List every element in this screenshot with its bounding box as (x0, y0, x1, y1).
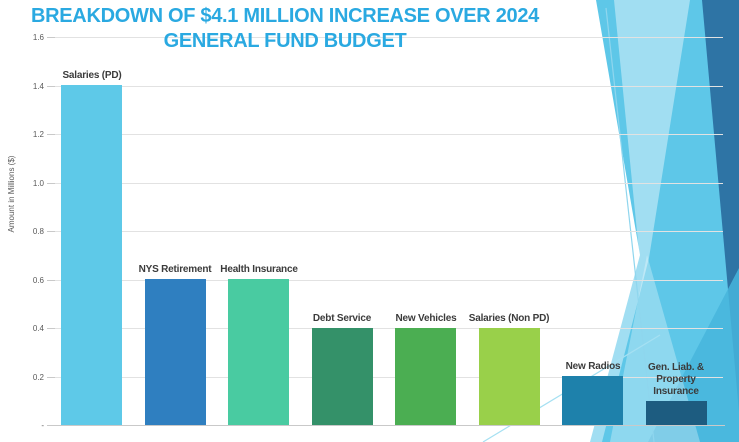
y-tick-label: 1.0 (32, 179, 44, 188)
gridline (55, 280, 723, 281)
y-tick-label: 1.6 (32, 33, 44, 42)
gridline (55, 377, 723, 378)
bar-label: Debt Service (312, 313, 372, 324)
gridline (55, 134, 723, 135)
y-tick-mark (47, 86, 55, 87)
bar-label: New Radios (565, 361, 621, 372)
gridline (55, 183, 723, 184)
bar (646, 401, 707, 425)
y-tick-label: 0.4 (32, 324, 44, 333)
gridline (55, 37, 723, 38)
y-tick-label: 1.4 (32, 82, 44, 91)
y-tick-label: 1.2 (32, 130, 44, 139)
bar-label: New Vehicles (395, 313, 457, 324)
y-tick-label: - (41, 421, 44, 430)
bg-bottom-right-wedge (648, 268, 739, 442)
bg-thin-line-steep (605, 7, 655, 442)
bar (562, 376, 623, 425)
bg-main-wedge (590, 0, 739, 442)
bar-label: Salaries (PD) (62, 70, 122, 81)
gridline (55, 86, 723, 87)
gridline (55, 231, 723, 232)
y-tick-label: 0.2 (32, 373, 44, 382)
chart-title: BREAKDOWN OF $4.1 MILLION INCREASE OVER … (18, 4, 552, 54)
bar-label: NYS Retirement (138, 264, 212, 275)
y-tick-mark (47, 231, 55, 232)
bar (395, 328, 456, 425)
gridline (55, 328, 723, 329)
y-tick-mark (47, 425, 55, 426)
y-tick-mark (47, 328, 55, 329)
y-tick-mark (47, 134, 55, 135)
chart-title-line-1: BREAKDOWN OF $4.1 MILLION INCREASE OVER … (30, 5, 539, 27)
bar-label: Salaries (Non PD) (468, 313, 550, 324)
x-axis-line (48, 425, 725, 426)
bar-label: Gen. Liab. & Property Insurance (648, 362, 704, 397)
bar-label: Health Insurance (220, 264, 298, 275)
chart-title-line-2: GENERAL FUND BUDGET (163, 30, 407, 52)
y-tick-label: 0.6 (32, 276, 44, 285)
bar (61, 85, 122, 425)
y-tick-mark (47, 183, 55, 184)
bar (145, 279, 206, 425)
bg-bottom-pale-wedge (610, 255, 700, 442)
y-tick-mark (47, 377, 55, 378)
y-tick-label: 0.8 (32, 227, 44, 236)
bar (312, 328, 373, 425)
bar (479, 328, 540, 425)
bar (228, 279, 289, 425)
y-tick-mark (47, 280, 55, 281)
bg-pale-crossband (566, 0, 690, 442)
y-tick-mark (47, 37, 55, 38)
